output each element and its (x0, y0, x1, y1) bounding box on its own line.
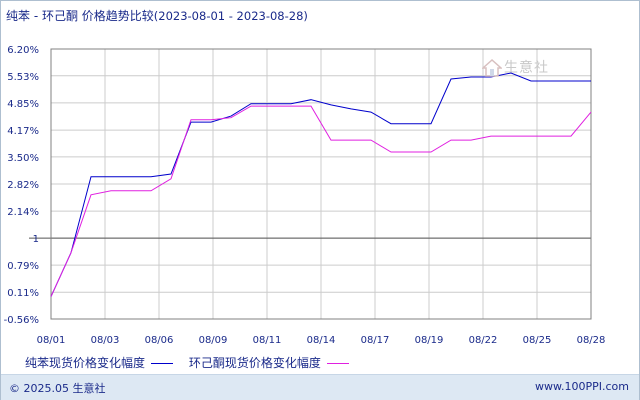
legend-label-series1: 纯苯现货价格变化幅度 (25, 356, 146, 370)
legend-item-series2: 环己酮现货价格变化幅度 (189, 354, 349, 371)
y-tick-label: 2.82% (7, 180, 39, 191)
x-tick-label: 08/14 (307, 335, 336, 346)
y-tick-label: 4.85% (7, 99, 39, 110)
y-tick-label: 2.14% (7, 207, 39, 218)
y-tick-label: 0.79% (7, 261, 39, 272)
series-line-2 (50, 105, 592, 297)
footer: © 2025.05 生意社 www.100PPI.com (1, 374, 639, 400)
y-tick-labels: -0.56% 0.11% 0.79% 1 2.14% 2.82% 3.50% 4.17% 4.8… (4, 45, 39, 326)
x-tick-label: 08/28 (577, 335, 606, 346)
line-chart: -0.56% 0.11% 0.79% 1 2.14% 2.82% 3.50% 4.17% 4.8… (4, 45, 606, 346)
grid (50, 48, 592, 320)
legend-swatch-series1 (151, 363, 174, 364)
y-tick-label: 6.20% (7, 45, 39, 56)
date-range: (2023-08-01 - 2023-08-28) (153, 9, 308, 23)
x-tick-label: 08/11 (253, 335, 282, 346)
legend-label-series2: 环己酮现货价格变化幅度 (188, 356, 321, 370)
x-tick-label: 08/09 (199, 335, 228, 346)
y-tick-label: -0.56% (4, 315, 39, 326)
legend: 纯苯现货价格变化幅度 环己酮现货价格变化幅度 (25, 354, 361, 371)
chart-title: 纯苯 - 环己酮 价格趋势比较(2023-08-01 - 2023-08-28) (6, 7, 308, 24)
title-text: 纯苯 - 环己酮 价格趋势比较 (6, 9, 154, 23)
y-tick-label: 3.50% (7, 153, 39, 164)
x-tick-label: 08/22 (469, 335, 498, 346)
x-tick-label: 08/03 (91, 335, 120, 346)
plot-border (50, 48, 592, 320)
copyright: © 2025.05 生意社 (9, 382, 106, 395)
site-url[interactable]: www.100PPI.com (535, 380, 629, 393)
y-tick-label: 1 (33, 234, 39, 245)
x-tick-label: 08/06 (145, 335, 174, 346)
y-tick-label: 5.53% (7, 72, 39, 83)
watermark: 生意社 (482, 57, 577, 79)
watermark-text: 生意社 (504, 60, 549, 76)
series-lines (50, 72, 592, 297)
x-tick-label: 08/19 (415, 335, 444, 346)
legend-swatch-series2 (326, 363, 349, 364)
x-tick-label: 08/01 (37, 335, 66, 346)
x-tick-label: 08/25 (523, 335, 552, 346)
axes (29, 48, 592, 320)
legend-item-series1: 纯苯现货价格变化幅度 (25, 354, 174, 371)
house-logo-icon (482, 58, 502, 77)
y-tick-label: 0.11% (7, 288, 39, 299)
series-line-1 (50, 72, 591, 297)
y-tick-label: 4.17% (7, 126, 39, 137)
x-tick-labels: 08/01 08/03 08/06 08/09 08/11 08/14 08/17 08/19… (37, 335, 606, 346)
x-tick-label: 08/17 (361, 335, 390, 346)
